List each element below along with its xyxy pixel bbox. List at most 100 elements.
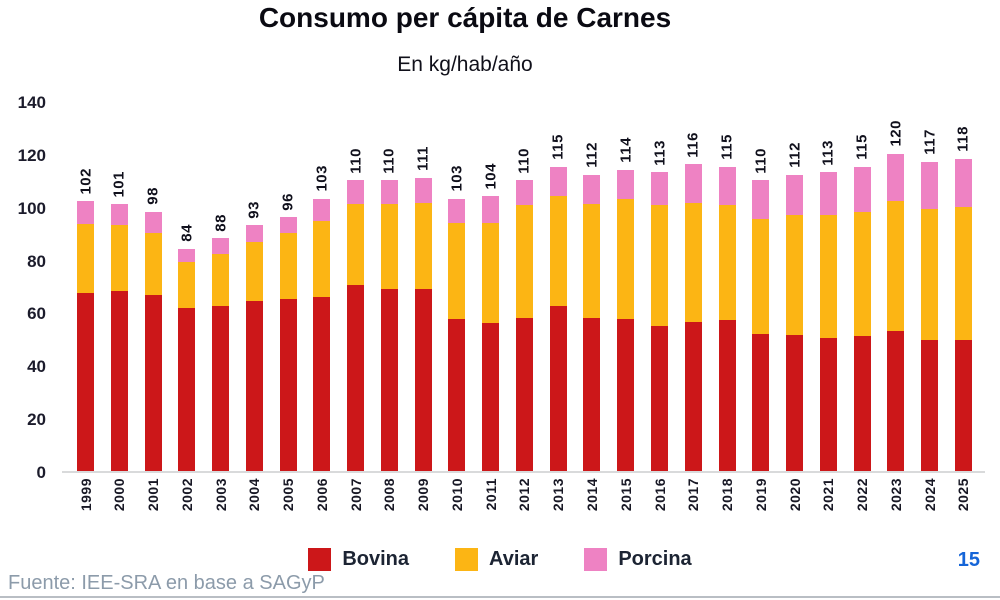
bar-group-2008: 110 2008 xyxy=(380,103,398,511)
segment-bovina-2021 xyxy=(819,337,837,471)
x-tick-label: 2025 xyxy=(955,478,972,512)
x-tick-label: 2013 xyxy=(550,478,567,512)
segment-aviar-2000 xyxy=(110,225,128,292)
segment-porcina-2002 xyxy=(178,249,196,263)
bar-group-2000: 101 2000 xyxy=(110,103,128,511)
x-tick-label: 2010 xyxy=(448,478,465,512)
segment-aviar-2009 xyxy=(414,202,432,289)
bar-total-label: 116 xyxy=(684,131,702,158)
segment-porcina-2025 xyxy=(954,159,972,207)
segment-porcina-2023 xyxy=(887,153,905,202)
legend-label: Porcina xyxy=(618,547,692,570)
segment-bovina-2013 xyxy=(549,305,567,471)
x-tick-label: 2005 xyxy=(280,478,297,512)
x-tick-label: 2003 xyxy=(212,478,229,512)
bar-total-label: 113 xyxy=(819,139,837,166)
legend-label: Bovina xyxy=(342,547,410,570)
segment-bovina-2005 xyxy=(279,299,297,471)
bar-group-2021: 113 2021 xyxy=(819,103,837,511)
bar-total-label: 117 xyxy=(921,129,939,155)
bar-total-label: 115 xyxy=(853,134,871,161)
plot-area: 102 1999 101 2000 98 2001 84 2002 88 2003 93 2004 96… xyxy=(62,103,985,511)
y-tick-label: 100 xyxy=(17,198,46,218)
segment-bovina-2017 xyxy=(684,321,702,471)
bar-group-2004: 93 2004 xyxy=(245,103,263,511)
segment-porcina-2008 xyxy=(380,180,398,205)
segment-bovina-2020 xyxy=(786,334,804,471)
bar-total-label: 115 xyxy=(549,134,567,161)
segment-aviar-2012 xyxy=(515,205,533,318)
bar-total-label: 112 xyxy=(583,142,601,168)
segment-porcina-2006 xyxy=(313,198,331,222)
x-tick-label: 2017 xyxy=(685,478,702,512)
segment-aviar-2013 xyxy=(549,196,567,306)
segment-aviar-2025 xyxy=(954,206,972,341)
bar-total-label: 103 xyxy=(313,165,331,192)
bar-total-label: 113 xyxy=(651,139,669,166)
legend-label: Aviar xyxy=(489,547,539,570)
segment-bovina-2008 xyxy=(380,288,398,471)
bar-total-label: 110 xyxy=(752,147,770,174)
bar-group-2017: 116 2017 xyxy=(684,103,702,511)
segment-porcina-2017 xyxy=(684,164,702,203)
segment-aviar-2017 xyxy=(684,202,702,322)
segment-aviar-2016 xyxy=(651,205,669,326)
segment-porcina-2007 xyxy=(347,180,365,205)
bar-group-2024: 117 2024 xyxy=(921,103,939,511)
y-axis: 0 20 40 60 80 100 120 140 xyxy=(0,0,48,600)
bar-total-label: 98 xyxy=(144,187,162,205)
segment-bovina-2014 xyxy=(583,317,601,471)
bottom-divider xyxy=(0,596,1000,598)
chart-title: Consumo per cápita de Carnes xyxy=(258,2,672,33)
segment-porcina-2016 xyxy=(651,172,669,206)
page-number: 15 xyxy=(957,549,980,571)
segment-bovina-2007 xyxy=(347,284,365,471)
bar-total-label: 114 xyxy=(617,137,635,163)
x-tick-label: 2002 xyxy=(178,478,195,512)
bar-total-label: 104 xyxy=(482,162,500,190)
segment-aviar-2004 xyxy=(245,242,263,301)
x-tick-label: 2000 xyxy=(111,478,128,512)
bar-group-2013: 115 2013 xyxy=(549,103,567,511)
x-tick-label: 1999 xyxy=(77,478,94,512)
bar-group-2006: 103 2006 xyxy=(313,103,331,511)
bar-total-label: 88 xyxy=(212,213,230,232)
bar-group-2014: 112 2014 xyxy=(583,103,601,511)
bar-total-label: 102 xyxy=(77,167,94,195)
segment-porcina-2020 xyxy=(786,175,804,215)
x-tick-label: 2007 xyxy=(347,478,364,512)
segment-porcina-2011 xyxy=(482,196,500,223)
segment-aviar-2007 xyxy=(347,204,365,285)
segment-aviar-2002 xyxy=(178,262,196,309)
source-note: Fuente: IEE-SRA en base a SAGyP xyxy=(8,572,325,594)
x-tick-label: 2008 xyxy=(381,478,398,512)
segment-aviar-2014 xyxy=(583,204,601,318)
segment-bovina-2022 xyxy=(853,336,871,471)
legend-item-bovina: Bovina xyxy=(308,547,410,571)
segment-bovina-2010 xyxy=(448,319,466,471)
segment-bovina-2002 xyxy=(178,308,196,471)
segment-aviar-2001 xyxy=(144,233,162,296)
segment-porcina-1999 xyxy=(77,201,94,224)
bar-group-2018: 115 2018 xyxy=(718,103,736,511)
segment-porcina-2001 xyxy=(144,212,162,234)
y-tick-label: 0 xyxy=(36,463,46,482)
legend-item-porcina: Porcina xyxy=(584,547,692,571)
bar-group-2001: 98 2001 xyxy=(144,103,162,511)
segment-aviar-2018 xyxy=(718,205,736,321)
legend: Bovina Aviar Porcina xyxy=(0,545,1000,573)
segment-bovina-2015 xyxy=(617,319,635,471)
x-tick-label: 2020 xyxy=(786,478,803,512)
segment-bovina-2004 xyxy=(245,300,263,471)
segment-aviar-2008 xyxy=(380,204,398,289)
segment-bovina-2016 xyxy=(651,325,669,471)
segment-bovina-2009 xyxy=(414,288,432,471)
bar-total-label: 115 xyxy=(718,134,736,161)
bar-group-2010: 103 2010 xyxy=(448,103,466,511)
bar-group-2012: 110 2012 xyxy=(515,103,533,511)
segment-porcina-2014 xyxy=(583,175,601,205)
bar-total-label: 93 xyxy=(245,200,263,219)
segment-aviar-2011 xyxy=(482,222,500,323)
x-tick-label: 2004 xyxy=(246,478,263,512)
bar-total-label: 110 xyxy=(515,147,533,174)
